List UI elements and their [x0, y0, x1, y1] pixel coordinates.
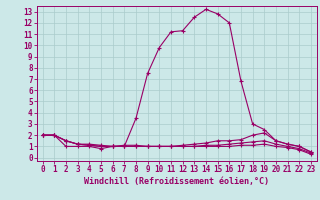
X-axis label: Windchill (Refroidissement éolien,°C): Windchill (Refroidissement éolien,°C): [84, 177, 269, 186]
